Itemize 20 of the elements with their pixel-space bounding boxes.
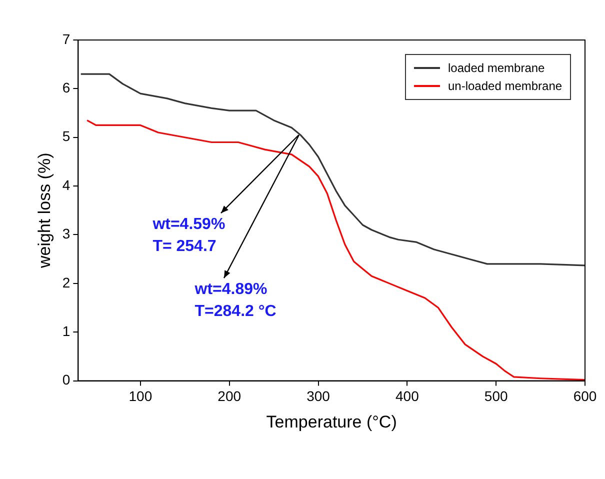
annotation: wt=4.89% T=284.2 °C	[194, 280, 276, 322]
x-tick-label: 200	[218, 388, 242, 404]
y-tick-label: 5	[62, 128, 70, 144]
y-axis-title: weight loss (%)	[34, 152, 54, 270]
y-tick-label: 3	[62, 226, 70, 242]
y-tick-label: 6	[62, 80, 70, 96]
legend-label: un-loaded membrane	[448, 79, 562, 93]
x-tick-label: 400	[395, 388, 420, 404]
y-tick-label: 1	[62, 322, 70, 339]
y-tick-label: 2	[62, 274, 70, 290]
x-tick-label: 100	[128, 388, 152, 404]
y-tick-label: 0	[62, 372, 70, 388]
x-tick-label: 600	[573, 388, 597, 404]
y-tick-label: 7	[62, 30, 70, 47]
x-tick-label: 300	[306, 388, 330, 404]
x-tick-label: 500	[484, 388, 508, 404]
annotation: wt=4.59% T= 254.7	[152, 214, 226, 257]
y-tick-label: 4	[62, 176, 70, 193]
legend-label: loaded membrane	[448, 61, 545, 75]
x-axis-title: Temperature (°C)	[266, 412, 397, 432]
